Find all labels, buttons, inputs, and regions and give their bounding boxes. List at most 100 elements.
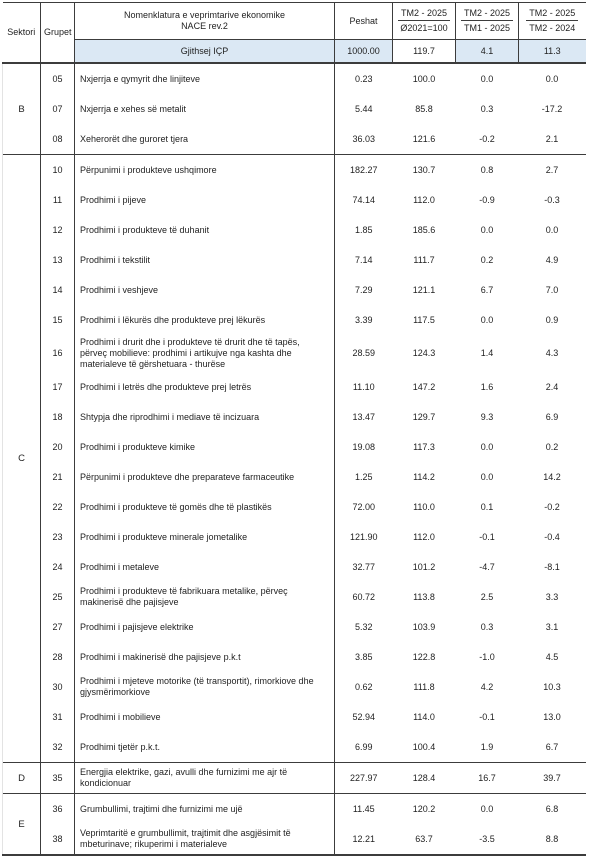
sector-block-D: D 35 Energjia elektrike, gazi, avulli dhe … xyxy=(2,762,586,794)
index-prev-quarter-value: 0.0 xyxy=(480,471,494,482)
weight-value: 12.21 xyxy=(352,833,376,844)
weight-value: 0.23 xyxy=(334,62,393,94)
index-prev-quarter-value: 16.7 xyxy=(455,762,519,794)
group-code: 18 xyxy=(40,402,75,432)
group-code: 24 xyxy=(40,552,75,582)
index-prev-quarter-value: 4.2 xyxy=(480,681,494,692)
index-prev-year-value: 2.1 xyxy=(545,133,559,144)
index-base-value: 101.2 xyxy=(412,561,436,572)
index-prev-quarter-value: 1.6 xyxy=(480,381,494,392)
total-index-prev-year: 11.3 xyxy=(518,39,586,64)
sector-block-B: B 05 Nxjerrja e qymyrit dhe linjiteve 0.23 1… xyxy=(2,62,586,155)
group-code: 14 xyxy=(40,275,75,305)
group-code: 05 xyxy=(40,62,75,94)
index-base-value: 85.8 xyxy=(415,103,433,114)
table-row: 12 Prodhimi i produkteve të duhanit 1.85 18… xyxy=(3,215,586,245)
activity-name: Prodhimi i pajisjeve elektrike xyxy=(74,612,335,642)
column-header-index-prev-year: TM2 - 2025 TM2 - 2024 xyxy=(518,2,586,40)
table-row: C 10 Përpunimi i produkteve ushqimore 182.2… xyxy=(2,154,586,763)
group-code: 21 xyxy=(40,462,75,492)
sector-code: E xyxy=(2,793,41,855)
index-prev-quarter-value: 0.1 xyxy=(480,501,494,512)
table-row: 30 Prodhimi i mjeteve motorike (të transp… xyxy=(3,672,586,702)
index-prev-quarter-value: 0.8 xyxy=(455,154,519,185)
activity-name: Prodhimi i pijeve xyxy=(74,185,335,215)
index-base-value: 112.0 xyxy=(413,531,435,542)
group-code: 17 xyxy=(40,372,75,402)
weight-value: 1.25 xyxy=(354,471,373,482)
index-prev-quarter-value: 2.5 xyxy=(480,591,494,602)
index-base-value: 147.2 xyxy=(412,381,436,392)
table-row: 32 Prodhimi tjetër p.k.t. 6.99 100.4 1.9 6.7 xyxy=(3,732,586,763)
table-row: 15 Prodhimi i lëkurës dhe produkteve prej… xyxy=(3,305,586,335)
nomenklatura-line2: NACE rev.2 xyxy=(181,21,228,31)
table-row: 11 Prodhimi i pijeve 74.14 112.0 -0.9 -0.3 xyxy=(3,185,586,215)
table-row: 24 Prodhimi i metaleve 32.77 101.2 -4.7 -8.1 xyxy=(3,552,586,582)
activity-name: Prodhimi i mobilieve xyxy=(74,702,335,732)
activity-name: Përpunimi i produkteve dhe preparateve f… xyxy=(74,462,335,492)
column-header-peshat: Peshat xyxy=(334,2,393,40)
column-header-grupet: Grupet xyxy=(40,2,75,64)
index-prev-quarter-value: 1.9 xyxy=(480,741,494,752)
table-row: 16 Prodhimi i drurit dhe i produkteve të … xyxy=(3,335,586,372)
ratio-numerator: TM2 - 2025 xyxy=(460,8,514,21)
activity-name: Prodhimi i tekstilit xyxy=(74,245,335,275)
column-header-nomenklatura: Nomenklatura e veprimtarive ekonomike NA… xyxy=(74,2,335,40)
weight-value: 0.62 xyxy=(354,681,373,692)
sector-code: D xyxy=(2,762,41,794)
index-prev-year-value: 0.0 xyxy=(545,224,559,235)
ratio-denominator: TM1 - 2025 xyxy=(463,23,511,33)
activity-name: Prodhimi tjetër p.k.t. xyxy=(74,732,335,763)
index-base-value: 114.2 xyxy=(413,471,435,482)
index-prev-year-value: -8.1 xyxy=(544,561,560,572)
table-row: B 05 Nxjerrja e qymyrit dhe linjiteve 0.23 1… xyxy=(2,62,586,155)
index-prev-year-value: 7.0 xyxy=(545,284,559,295)
weight-value: 227.97 xyxy=(334,762,393,794)
activity-name: Prodhimi i produkteve të fabrikuara meta… xyxy=(74,582,335,612)
group-code: 11 xyxy=(40,185,75,215)
activity-name: Prodhimi i makinerisë dhe pajisjeve p.k.… xyxy=(74,642,335,672)
group-code: 31 xyxy=(40,702,75,732)
table-row: E 36 Grumbullimi, trajtimi dhe furnizimi m… xyxy=(2,793,586,855)
index-prev-year-value: 3.1 xyxy=(545,621,559,632)
table-row: D 35 Energjia elektrike, gazi, avulli dhe … xyxy=(2,762,586,794)
activity-name: Shtypja dhe riprodhimi i mediave të inci… xyxy=(74,402,335,432)
group-code: 38 xyxy=(40,824,75,855)
activity-name: Prodhimi i produkteve minerale jometalik… xyxy=(74,522,335,552)
weight-value: 32.77 xyxy=(352,561,376,572)
activity-name: Prodhimi i produkteve të gomës dhe të pl… xyxy=(74,492,335,522)
index-prev-quarter-value: 6.7 xyxy=(480,284,494,295)
table-row: 28 Prodhimi i makinerisë dhe pajisjeve p.… xyxy=(3,642,586,672)
table-row: 14 Prodhimi i veshjeve 7.29 121.1 6.7 7.0 xyxy=(3,275,586,305)
index-prev-quarter-value: 0.0 xyxy=(480,224,494,235)
index-base-value: 122.8 xyxy=(412,651,436,662)
producer-price-index-table: Sektori Grupet Nomenklatura e veprimtari… xyxy=(2,2,586,856)
table-row: 23 Prodhimi i produkteve minerale jometal… xyxy=(3,522,586,552)
index-prev-quarter-value: 9.3 xyxy=(480,411,494,422)
weight-value: 1.85 xyxy=(354,224,373,235)
index-prev-year-value: 0.2 xyxy=(545,441,559,452)
index-prev-year-value: -17.2 xyxy=(541,103,563,114)
weight-value: 74.14 xyxy=(352,194,376,205)
index-prev-quarter-value: -0.2 xyxy=(479,133,495,144)
activity-name: Prodhimi i produkteve të duhanit xyxy=(74,215,335,245)
activity-name: Prodhimi i veshjeve xyxy=(74,275,335,305)
index-prev-quarter-value: 0.0 xyxy=(455,793,519,824)
table-row: 17 Prodhimi i letrës dhe produkteve prej … xyxy=(3,372,586,402)
index-prev-quarter-value: -4.7 xyxy=(479,561,495,572)
weight-value: 182.27 xyxy=(334,154,393,185)
index-prev-quarter-value: 0.3 xyxy=(480,621,494,632)
weight-value: 7.14 xyxy=(354,254,373,265)
group-code: 23 xyxy=(40,522,75,552)
activity-name: Veprimtaritë e grumbullimit, trajtimit d… xyxy=(74,824,335,855)
index-prev-year-value: 8.8 xyxy=(545,833,559,844)
group-code: 16 xyxy=(40,335,75,372)
index-base-value: 121.6 xyxy=(412,133,436,144)
index-prev-quarter-value: 0.0 xyxy=(455,62,519,94)
group-code: 22 xyxy=(40,492,75,522)
index-prev-year-value: -0.4 xyxy=(544,531,560,542)
activity-name: Përpunimi i produkteve ushqimore xyxy=(74,154,335,185)
weight-value: 3.85 xyxy=(354,651,373,662)
group-code: 12 xyxy=(40,215,75,245)
index-base-value: 112.0 xyxy=(413,194,435,205)
